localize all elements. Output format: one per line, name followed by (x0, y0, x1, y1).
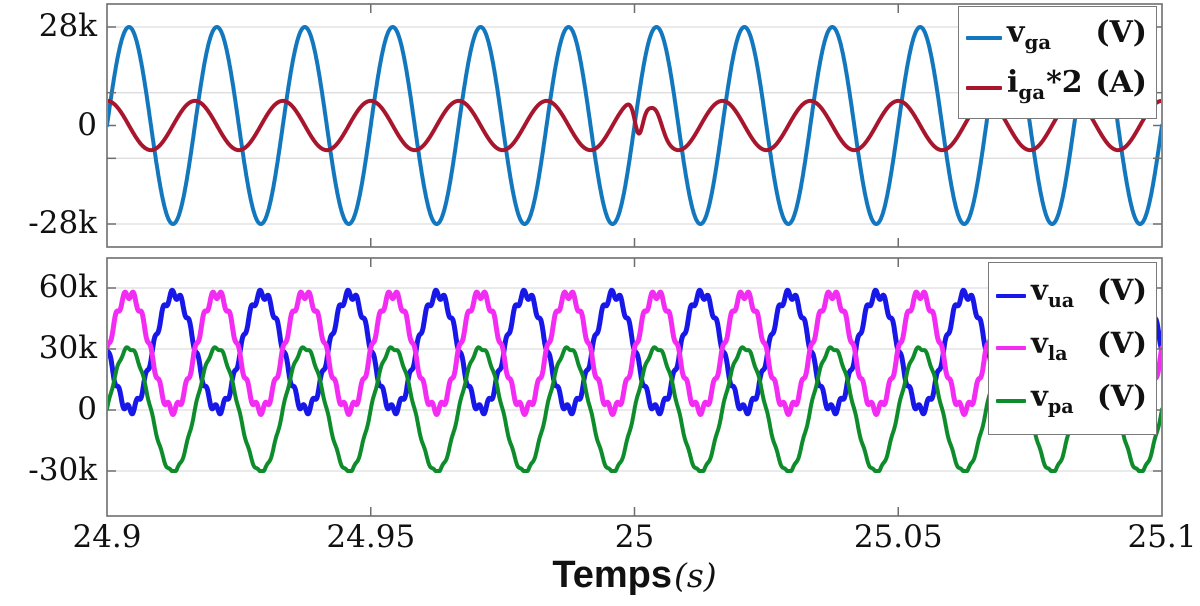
legend-subscript: la (1047, 341, 1068, 365)
legend-var: v (1031, 326, 1048, 361)
legend-var: v (1031, 273, 1048, 308)
legend-line-iga (966, 85, 1002, 90)
legend-subscript: ua (1047, 288, 1075, 312)
y-tick-label: 0 (77, 106, 97, 143)
legend-line-vua (996, 293, 1026, 298)
legend-label-vla: vla (V) (1031, 328, 1147, 369)
legend-subscript: pa (1047, 394, 1074, 418)
legend-multiplier: *2 (1046, 65, 1083, 100)
legend-item-vua: vua (V) (989, 275, 1156, 316)
legend-item-iga: iga*2 (A) (959, 68, 1156, 107)
x-tick-label: 25.05 (853, 519, 943, 555)
legend-label-vpa: vpa (V) (1031, 381, 1147, 422)
y-tick-label: 0 (77, 390, 97, 427)
legend-bottom-plot: vua (V) vla (V) vpa (V) (988, 262, 1157, 435)
legend-unit: (V) (1097, 379, 1147, 414)
y-tick-label: 28k (38, 7, 97, 44)
y-tick-label: 60k (38, 268, 97, 305)
legend-item-vga: vga (V) (959, 18, 1156, 57)
legend-label-vga: vga (V) (1007, 18, 1147, 57)
x-axis-title: Temps(s) (107, 554, 1162, 597)
legend-unit: (V) (1097, 273, 1147, 308)
legend-unit: (A) (1095, 65, 1147, 100)
legend-item-vla: vla (V) (989, 328, 1156, 369)
legend-line-vga (966, 35, 1002, 40)
legend-line-vpa (996, 399, 1026, 404)
x-axis-title-text: Temps (552, 554, 672, 596)
legend-label-iga: iga*2 (A) (1007, 68, 1147, 107)
x-tick-label: 25 (614, 519, 655, 555)
legend-unit: (V) (1095, 15, 1147, 50)
legend-label-vua: vua (V) (1031, 275, 1147, 316)
x-tick-label: 25.1 (1127, 519, 1197, 555)
x-axis-title-unit: (s) (673, 556, 717, 595)
y-tick-label: -28k (28, 204, 97, 241)
legend-var: v (1031, 379, 1048, 414)
legend-subscript: ga (1018, 80, 1046, 104)
legend-subscript: ga (1024, 30, 1052, 54)
legend-var: i (1007, 65, 1019, 100)
legend-item-vpa: vpa (V) (989, 381, 1156, 422)
legend-top-plot: vga (V) iga*2 (A) (958, 6, 1157, 119)
legend-unit: (V) (1097, 326, 1147, 361)
x-tick-label: 24.95 (326, 519, 416, 555)
legend-line-vla (996, 346, 1026, 351)
legend-var: v (1007, 15, 1025, 50)
y-tick-label: 30k (38, 329, 97, 366)
y-tick-label: -30k (28, 451, 97, 488)
x-tick-label: 24.9 (72, 519, 142, 555)
